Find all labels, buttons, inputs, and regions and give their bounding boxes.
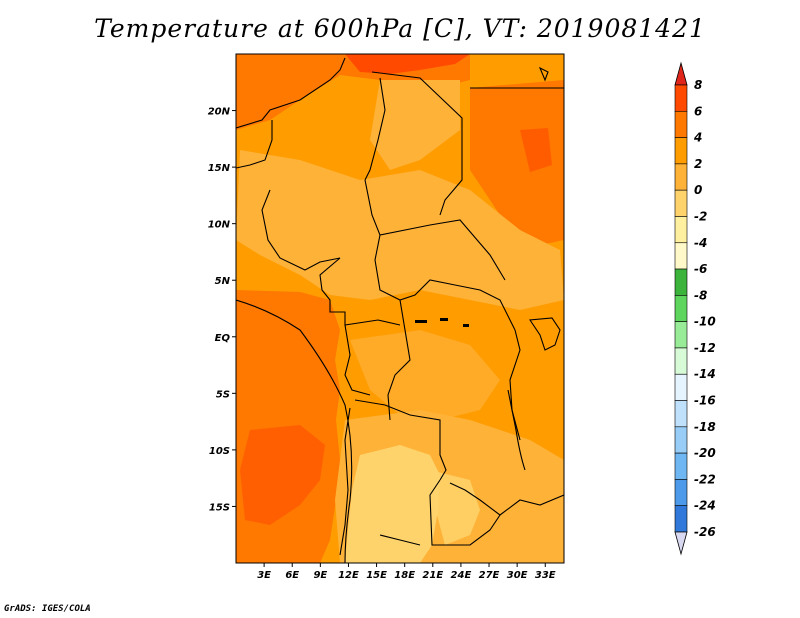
x-tick-label: 15E (366, 570, 387, 581)
border-line (354, 399, 447, 481)
colorbar-label: 2 (694, 157, 702, 171)
colorbar-segment (674, 295, 688, 322)
border-line (236, 299, 353, 563)
warm-region-north (236, 54, 470, 130)
colorbar-label: -16 (694, 394, 716, 408)
colorbar-segment (674, 426, 688, 454)
colorbar-segment (674, 452, 688, 480)
hot-patch-east (520, 128, 552, 172)
cool-region-central (370, 80, 460, 170)
x-axis: 3E 6E 9E 12E 15E 18E 21E 24E 27E 30E 33E (257, 563, 556, 581)
colorbar-segment (674, 347, 688, 375)
cold-region-angola-plateau (345, 445, 440, 563)
x-tick-label: 3E (257, 570, 271, 581)
border-line (364, 77, 386, 181)
x-tick-label: 27E (479, 570, 500, 581)
colorbar-segment (674, 137, 688, 165)
border-line (499, 494, 564, 516)
colorbar-segment (674, 373, 688, 401)
y-tick-label: 15N (208, 163, 231, 174)
y-tick-label: 15S (209, 502, 230, 513)
colorbar-label: -10 (694, 315, 716, 329)
warm-region-east (470, 80, 564, 245)
colorbar-segment (674, 321, 688, 349)
y-axis: 20N 15N 10N 5N EQ 5S 10S 15S (208, 107, 236, 513)
border-line (339, 407, 351, 556)
border-line (344, 324, 371, 396)
border-line (319, 257, 401, 326)
temperature-map (236, 54, 564, 563)
x-tick-label: 21E (422, 570, 443, 581)
y-tick-label: 5N (215, 276, 231, 287)
colorbar-segment (674, 268, 688, 296)
x-tick-label: 12E (338, 570, 359, 581)
colorbar-segment (674, 163, 688, 191)
colorbar-segment (674, 84, 688, 112)
border-line (529, 317, 561, 351)
colorbar-segment (674, 400, 688, 428)
colorbar-label: -2 (694, 209, 707, 223)
colorbar-segment (674, 216, 688, 244)
colorbar-label: -8 (694, 288, 707, 302)
colorbar-label: -12 (694, 341, 716, 355)
colorbar-label: -22 (694, 472, 716, 486)
border-line (379, 534, 421, 546)
y-tick-label: 20N (208, 107, 231, 118)
border-line (429, 479, 501, 546)
country-borders (236, 57, 564, 563)
colorbar-label: 8 (694, 78, 702, 92)
colorbar-segment (674, 110, 688, 138)
lake-marker (463, 324, 469, 327)
colorbar-segment (674, 505, 688, 533)
colorbar-label: -4 (694, 236, 707, 250)
border-line (509, 329, 521, 441)
x-tick-label: 9E (313, 570, 327, 581)
border-line (387, 299, 411, 421)
border-line (261, 189, 341, 271)
x-tick-label: 30E (507, 570, 528, 581)
x-tick-label: 33E (535, 570, 556, 581)
colorbar-label: -26 (694, 525, 716, 539)
border-line (379, 219, 506, 281)
colorbar-label: 4 (693, 131, 702, 145)
border-line (236, 120, 273, 169)
colorbar-label: -24 (694, 499, 716, 513)
colorbar-label: -14 (694, 367, 716, 381)
hot-patch-north (345, 54, 470, 74)
border-line (507, 389, 526, 471)
colorbar-segment (674, 189, 688, 217)
x-tick-label: 24E (451, 570, 472, 581)
colorbar-label: -18 (694, 420, 716, 434)
y-tick-label: 10S (209, 446, 230, 457)
cold-region-zambia (430, 470, 480, 545)
border-line (364, 179, 516, 331)
map-frame (235, 53, 565, 564)
x-tick-label: 6E (285, 570, 299, 581)
colorbar-label: 6 (694, 104, 702, 118)
colorbar-label: -20 (694, 446, 716, 460)
y-tick-label: 10N (208, 220, 231, 231)
border-line (538, 66, 549, 82)
credit-label: GrADS: IGES/COLA (4, 604, 91, 614)
cool-region-sahel (236, 150, 564, 310)
y-tick-label: 5S (216, 389, 230, 400)
y-tick-label: EQ (215, 333, 231, 344)
cool-region-congo (350, 330, 500, 420)
colorbar-label: -6 (694, 262, 707, 276)
colorbar-label: 0 (694, 183, 702, 197)
chart-title: Temperature at 600hPa [C], VT: 201908142… (94, 14, 706, 43)
colorbar-segment (674, 242, 688, 270)
x-tick-label: 18E (394, 570, 415, 581)
border-line (371, 71, 463, 216)
colorbar: 8 6 4 2 0 -2 -4 -6 -8 -10 -12 -14 -16 -18 -20 -22 -24 -26 (674, 61, 716, 556)
colorbar-segment (674, 479, 688, 507)
lake-marker (440, 318, 448, 321)
colorbar-arrow-bottom (674, 531, 688, 556)
border-line (236, 57, 346, 129)
colorbar-arrow-top (674, 61, 688, 86)
lake-marker (415, 320, 427, 323)
hot-patch-southwest (240, 425, 325, 525)
